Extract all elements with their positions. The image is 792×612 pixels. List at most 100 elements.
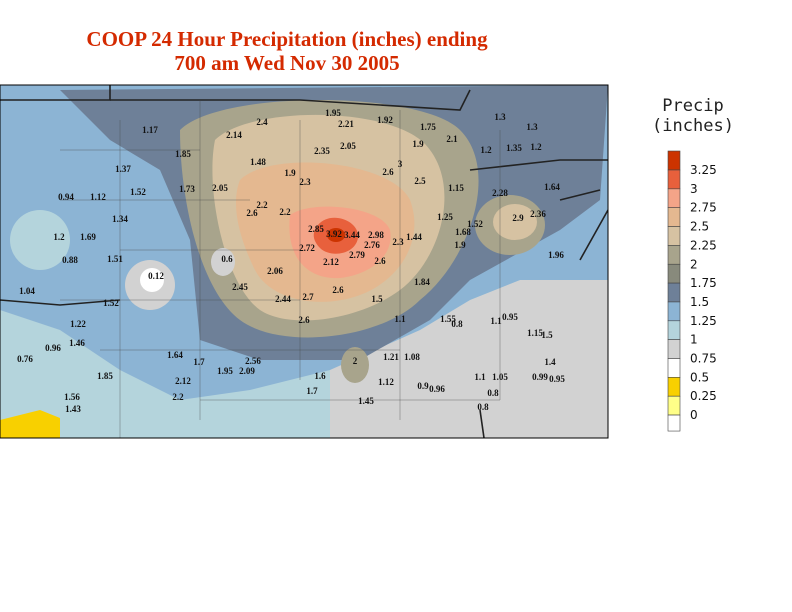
station-value: 1.46 [69,338,85,348]
station-value: 2.1 [446,134,458,144]
station-value: 1.34 [112,214,128,224]
station-value: 1.55 [440,314,456,324]
station-value: 1.1 [490,316,502,326]
station-value: 1.5 [541,330,553,340]
station-value: 1.21 [383,352,399,362]
station-value: 1.7 [193,357,205,367]
legend-swatch [667,169,681,190]
station-value: 0.12 [148,271,164,281]
station-value: 1.08 [404,352,420,362]
station-value: 2.6 [298,315,310,325]
station-value: 0.99 [532,372,548,382]
station-value: 1.35 [506,143,522,153]
station-value: 1.9 [454,240,466,250]
station-value: 2.6 [332,285,344,295]
station-value: 1.43 [65,404,81,414]
station-value: 2.56 [245,356,261,366]
station-value: 1.3 [526,122,538,132]
station-value: 2.4 [256,117,268,127]
legend-swatch [667,207,681,227]
station-value: 2.09 [239,366,255,376]
station-value: 2.6 [246,208,258,218]
station-value: 2.85 [308,224,324,234]
station-value: 1.75 [420,122,436,132]
station-value: 0.88 [62,255,78,265]
station-value: 1.17 [142,125,158,135]
station-value: 1.12 [378,377,394,387]
legend-swatch [667,358,681,378]
station-value: 1.73 [179,184,195,194]
legend-label: 2 [690,257,698,271]
station-value: 1.45 [358,396,374,406]
station-value: 2.05 [340,141,356,151]
legend-label: 0.75 [690,352,717,366]
station-value: 2.5 [414,176,426,186]
station-value: 2.3 [299,177,311,187]
station-value: 2.12 [323,257,339,267]
station-value: 2.06 [267,266,283,276]
station-value: 1.15 [527,328,543,338]
station-value: 2.28 [492,188,508,198]
station-value: 2.6 [374,256,386,266]
legend-title: (inches) [652,116,734,136]
legend-swatch [667,150,681,171]
station-value: 2.2 [279,207,291,217]
station-value: 0.96 [429,384,445,394]
station-value: 1.69 [80,232,96,242]
station-value: 1.56 [64,392,80,402]
station-value: 2.2 [172,392,184,402]
station-value: 1.84 [414,277,430,287]
legend-label: 2.25 [690,238,717,252]
station-value: 2.2 [256,200,268,210]
station-value: 2.05 [212,183,228,193]
station-value: 2.79 [349,250,365,260]
station-value: 1.9 [412,139,424,149]
station-value: 0.76 [17,354,33,364]
station-value: 1.2 [530,142,542,152]
station-value: 1.1 [394,314,406,324]
station-value: 2.6 [382,167,394,177]
legend-label: 1.75 [690,276,717,290]
station-value: 0.96 [45,343,61,353]
legend-label: 3.25 [690,163,717,177]
legend-label: 1 [690,333,698,347]
station-value: 3.92 [326,229,342,239]
map [0,85,608,438]
station-value: 1.25 [437,212,453,222]
legend-swatch [667,188,681,209]
station-value: 0.9 [417,381,429,391]
station-value: 2.9 [512,213,524,223]
station-value: 0.6 [221,254,233,264]
legend-title: Precip [662,96,723,116]
station-value: 1.95 [325,108,341,118]
legend-swatch [667,339,681,359]
legend-swatch [667,395,681,416]
legend-swatch [667,282,681,303]
station-value: 2.44 [275,294,291,304]
station-value: 1.44 [406,232,422,242]
legend-label: 0.25 [690,389,717,403]
station-value: 0.8 [477,402,489,412]
station-value: 2.76 [364,240,380,250]
station-value: 1.3 [494,112,506,122]
station-value: 1.7 [306,386,318,396]
station-value: 1.15 [448,183,464,193]
station-value: 1.4 [544,357,556,367]
station-value: 1.5 [371,294,383,304]
station-value: 1.04 [19,286,35,296]
title-line: COOP 24 Hour Precipitation (inches) endi… [86,27,488,51]
station-value: 1.64 [167,350,183,360]
station-value: 0.94 [58,192,74,202]
station-value: 0.8 [451,319,463,329]
station-value: 1.6 [314,371,326,381]
station-value: 1.37 [115,164,131,174]
station-value: 2.21 [338,119,354,129]
station-value: 2.36 [530,209,546,219]
station-value: 1.52 [467,219,483,229]
station-value: 2.45 [232,282,248,292]
station-value: 1.96 [548,250,564,260]
station-value: 1.95 [217,366,233,376]
legend-label: 1.25 [690,314,717,328]
station-value: 1.64 [544,182,560,192]
station-value: 3 [398,159,403,169]
